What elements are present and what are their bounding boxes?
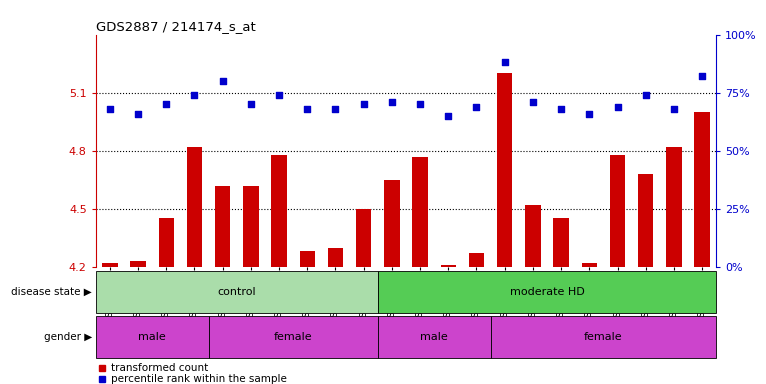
Bar [666, 147, 682, 267]
Text: control: control [218, 287, 256, 297]
Text: GDS2887 / 214174_s_at: GDS2887 / 214174_s_at [96, 20, 256, 33]
Bar [378, 316, 490, 358]
Point [103, 106, 116, 112]
Text: female: female [584, 332, 623, 342]
Bar [440, 265, 456, 267]
Text: male: male [421, 332, 448, 342]
Bar [96, 271, 378, 313]
Text: female: female [274, 332, 313, 342]
Point [499, 60, 511, 66]
Point [442, 113, 454, 119]
Bar [243, 185, 259, 267]
Bar [159, 218, 174, 267]
Point [640, 92, 652, 98]
Bar [102, 263, 118, 267]
Text: percentile rank within the sample: percentile rank within the sample [111, 374, 287, 384]
Text: transformed count: transformed count [111, 363, 208, 373]
Point [696, 73, 709, 79]
Bar [638, 174, 653, 267]
Text: disease state ▶: disease state ▶ [11, 287, 92, 297]
Bar [271, 155, 286, 267]
Text: moderate HD: moderate HD [509, 287, 584, 297]
Point [358, 101, 370, 108]
Point [160, 101, 172, 108]
Point [329, 106, 342, 112]
Point [386, 99, 398, 105]
Bar [694, 112, 710, 267]
Text: male: male [139, 332, 166, 342]
Point [555, 106, 567, 112]
Point [668, 106, 680, 112]
Bar [96, 316, 208, 358]
Bar [130, 261, 146, 267]
Bar [525, 205, 541, 267]
Bar [384, 180, 400, 267]
Bar [208, 316, 378, 358]
Point [583, 111, 595, 117]
Bar [356, 209, 372, 267]
Text: gender ▶: gender ▶ [44, 332, 92, 342]
Bar [490, 316, 716, 358]
Point [217, 78, 229, 84]
Bar [469, 253, 484, 267]
Bar [215, 185, 231, 267]
Point [188, 92, 201, 98]
Point [414, 101, 426, 108]
Bar [187, 147, 202, 267]
Point [527, 99, 539, 105]
Point [245, 101, 257, 108]
Point [470, 104, 483, 110]
Point [611, 104, 624, 110]
Bar [378, 271, 716, 313]
Bar [553, 218, 569, 267]
Point [132, 111, 144, 117]
Bar [300, 252, 315, 267]
Bar [412, 157, 428, 267]
Bar [328, 248, 343, 267]
Point [301, 106, 313, 112]
Bar [610, 155, 625, 267]
Point [273, 92, 285, 98]
Bar [581, 263, 597, 267]
Bar [497, 73, 512, 267]
